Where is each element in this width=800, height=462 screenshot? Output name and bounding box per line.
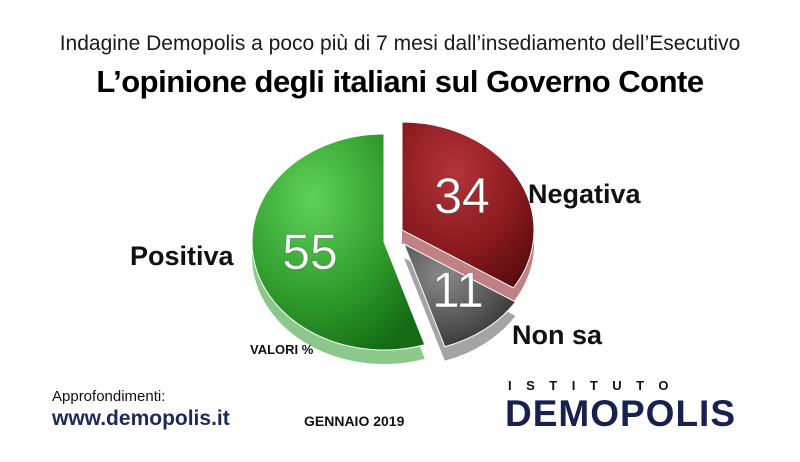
approfondimenti-label: Approfondimenti:: [52, 388, 166, 405]
logo-demopolis: DEMOPOLIS: [505, 393, 737, 434]
values-note: VALORI %: [250, 342, 314, 357]
value-label-positiva: 55: [282, 224, 338, 280]
pie-slice-non-sa: [403, 242, 517, 348]
pie-slice-negativa: [401, 121, 535, 289]
pie-slice-positiva: [251, 133, 426, 351]
category-label-positiva: Positiva: [130, 241, 235, 271]
category-label-non-sa: Non sa: [512, 320, 603, 350]
value-label-negativa: 34: [434, 168, 490, 224]
category-label-negativa: Negativa: [528, 179, 642, 209]
value-label-non-sa: 11: [432, 262, 484, 318]
chart-title: L’opinione degli italiani sul Governo Co…: [96, 64, 704, 99]
chart-subtitle: Indagine Demopolis a poco più di 7 mesi …: [59, 32, 741, 55]
survey-date: GENNAIO 2019: [304, 413, 405, 429]
logo-istituto: ISTITUTO: [508, 378, 683, 393]
website-link[interactable]: www.demopolis.it: [52, 407, 230, 430]
